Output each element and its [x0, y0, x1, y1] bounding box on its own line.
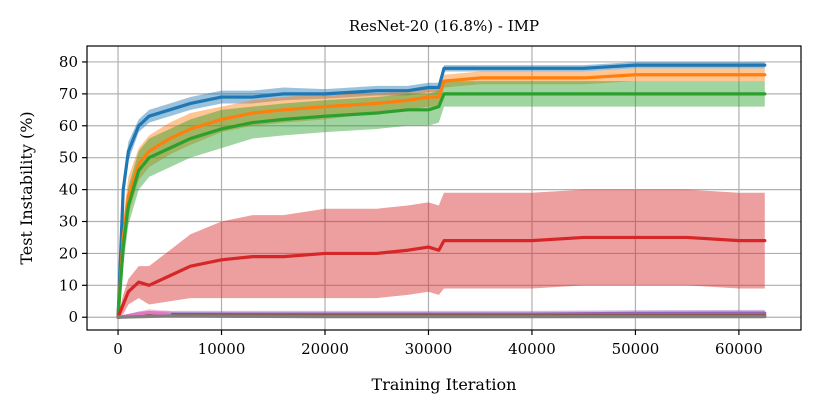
y-tick-label: 40 — [59, 181, 78, 199]
series-band-2 — [118, 81, 765, 318]
y-tick-label: 0 — [68, 308, 78, 326]
x-tick-label: 60000 — [715, 340, 763, 358]
series-line-0 — [116, 63, 767, 319]
y-tick-label: 10 — [59, 276, 78, 294]
series-line-2 — [116, 92, 767, 319]
series-band-3 — [118, 189, 765, 318]
x-axis-label: Training Iteration — [372, 375, 517, 394]
series-line-1 — [116, 73, 767, 319]
series-line-7 — [116, 314, 767, 319]
x-tick-label: 40000 — [508, 340, 556, 358]
x-axis-ticks: 0 10000 20000 30000 40000 50000 60000 — [113, 330, 763, 358]
x-tick-label: 50000 — [612, 340, 660, 358]
y-tick-label: 80 — [59, 53, 78, 71]
x-tick-label: 10000 — [198, 340, 246, 358]
series-lines — [116, 63, 767, 319]
series-line-3 — [116, 235, 767, 319]
y-tick-label: 20 — [59, 244, 78, 262]
y-tick-label: 70 — [59, 85, 78, 103]
x-tick-label: 0 — [113, 340, 123, 358]
y-tick-label: 60 — [59, 117, 78, 135]
plot-frame — [86, 45, 802, 331]
y-axis-label: Test Instability (%) — [17, 111, 36, 264]
x-tick-label: 30000 — [405, 340, 453, 358]
x-tick-label: 20000 — [301, 340, 349, 358]
y-tick-label: 30 — [59, 213, 78, 231]
y-tick-label: 50 — [59, 149, 78, 167]
y-axis-ticks: 0 10 20 30 40 50 60 70 80 — [59, 53, 87, 326]
chart-title: ResNet-20 (16.8%) - IMP — [349, 17, 539, 35]
